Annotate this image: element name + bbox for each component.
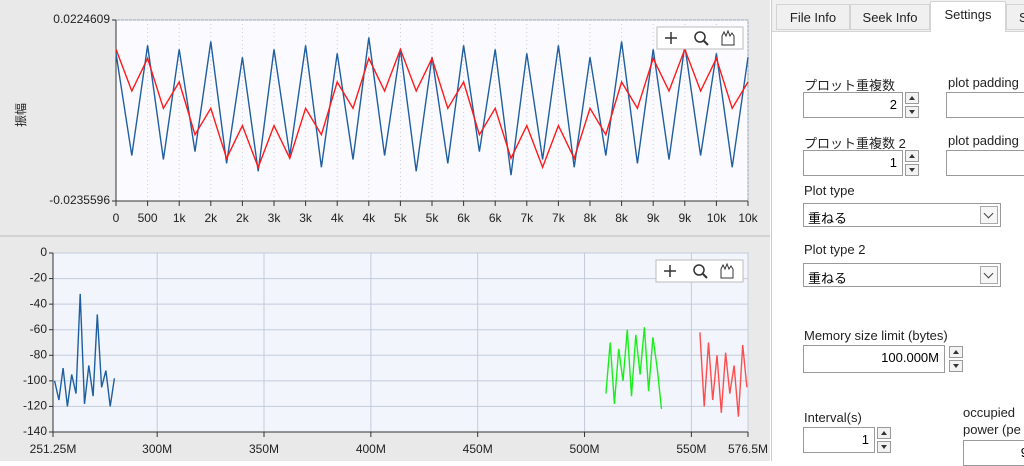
y-tick-label: 0	[40, 245, 47, 259]
spinner[interactable]	[949, 346, 963, 372]
x-tick-label: 251.25M	[30, 442, 77, 456]
x-tick-label: 4k	[362, 211, 376, 225]
dropdown[interactable]: 重ねる	[803, 203, 1001, 227]
numeric-input[interactable]	[946, 150, 1024, 176]
x-tick-label: 300M	[142, 442, 172, 456]
x-tick-label: 7k	[520, 211, 534, 225]
x-tick-label: 550M	[676, 442, 706, 456]
x-tick-label: 10k	[707, 211, 727, 225]
x-tick-label: 576.5M	[728, 442, 768, 456]
y-tick-label: -140	[23, 424, 47, 438]
label: plot padding	[948, 75, 1019, 90]
label: plot padding	[948, 133, 1019, 148]
x-tick-label: 4k	[331, 211, 345, 225]
spinner[interactable]	[905, 92, 919, 118]
x-tick-label: 6k	[489, 211, 503, 225]
x-tick-label: 500	[138, 211, 158, 225]
label: Plot type 2	[804, 242, 866, 257]
plots-panel: 振幅 -0.0235596 0.0224609 0 500 1k 2k 2k 3k 3k 4k 4k…	[0, 0, 770, 461]
tab-active[interactable]: Settings	[930, 1, 1006, 32]
y-tick-label: -60	[30, 322, 48, 336]
x-tick-label: 350M	[249, 442, 279, 456]
tab[interactable]: S	[1006, 4, 1024, 30]
spinner[interactable]	[905, 150, 919, 176]
label: プロット重複数	[804, 78, 896, 93]
dropdown-value: 重ねる	[808, 271, 848, 286]
x-tick-label: 2k	[204, 211, 218, 225]
toolbar[interactable]	[655, 259, 744, 283]
x-tick-label: 3k	[268, 211, 282, 225]
x-tick-label: 8k	[584, 211, 598, 225]
numeric-input[interactable]: 1	[803, 427, 875, 453]
numeric-input[interactable]: 100.000M	[803, 345, 945, 373]
settings-panel	[771, 0, 1024, 461]
numeric-input[interactable]: 1	[803, 150, 903, 176]
x-tick-label: 6k	[457, 211, 471, 225]
x-tick-label: 2k	[236, 211, 250, 225]
top-plot-area	[115, 19, 749, 202]
label: Interval(s)	[804, 410, 862, 425]
numeric-input[interactable]	[946, 92, 1024, 118]
y-tick-label: -0.0235596	[49, 193, 110, 207]
numeric-input[interactable]: 2	[803, 92, 903, 118]
x-tick-label: 500M	[570, 442, 600, 456]
tab[interactable]: Seek Info	[850, 4, 930, 30]
dropdown[interactable]: 重ねる	[803, 263, 1001, 287]
toolbar[interactable]	[656, 26, 744, 50]
y-tick-label: -20	[30, 271, 48, 285]
x-tick-label: 7k	[552, 211, 566, 225]
series-line	[699, 332, 748, 417]
x-tick-label: 0	[113, 211, 120, 225]
tool-icons	[655, 26, 744, 283]
y-tick-label: -80	[30, 347, 48, 361]
x-tick-label: 9k	[647, 211, 661, 225]
x-tick-label: 5k	[394, 211, 408, 225]
numeric-input[interactable]: 9	[963, 440, 1024, 466]
series-line	[115, 47, 749, 170]
x-tick-label: 10k	[738, 211, 758, 225]
x-tick-label: 3k	[299, 211, 313, 225]
y-tick-label: -120	[23, 399, 47, 413]
tab[interactable]: File Info	[776, 4, 850, 30]
y-tick-label: -100	[23, 373, 47, 387]
y-tick-label: -40	[30, 296, 48, 310]
x-tick-label: 9k	[678, 211, 692, 225]
label: occupied power (pe	[963, 405, 1021, 437]
label: プロット重複数 2	[804, 136, 906, 151]
spinner[interactable]	[877, 427, 891, 453]
label: Memory size limit (bytes)	[804, 328, 948, 343]
series-line	[605, 327, 663, 410]
dropdown-value: 重ねる	[808, 211, 848, 226]
x-tick-label: 450M	[463, 442, 493, 456]
series-line	[53, 293, 116, 407]
y-tick-label: 0.0224609	[53, 12, 110, 26]
x-tick-label: 5k	[426, 211, 440, 225]
y-axis-label: 振幅	[13, 103, 28, 127]
x-tick-label: 8k	[615, 211, 629, 225]
x-tick-label: 400M	[356, 442, 386, 456]
x-tick-label: 1k	[173, 211, 187, 225]
label: Plot type	[804, 183, 855, 198]
